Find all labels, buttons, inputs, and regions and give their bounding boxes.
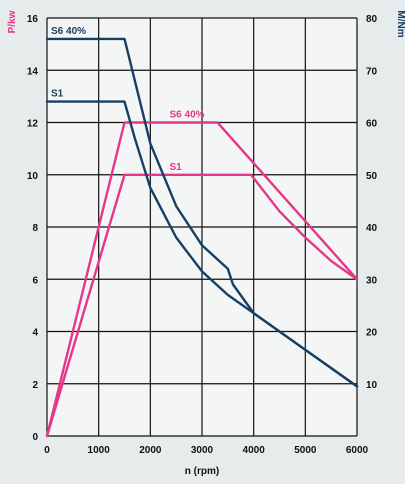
tick-labels: 0 1000 2000 3000 4000 5000 6000 0 2 4 6 8 10 12 14 16 10… bbox=[27, 14, 378, 456]
x-tick-label: 2000 bbox=[139, 445, 162, 456]
series-label-torque: S1 bbox=[51, 89, 64, 100]
x-tick-label: 0 bbox=[44, 445, 50, 456]
x-tick-label: 5000 bbox=[294, 445, 317, 456]
x-axis-label: n (rpm) bbox=[185, 466, 219, 477]
y-tick-label-right: 40 bbox=[366, 223, 378, 234]
y-tick-label-right: 20 bbox=[366, 328, 378, 339]
y-tick-label-right: 70 bbox=[366, 66, 378, 77]
series-line-power-s1 bbox=[45, 173, 359, 438]
y-tick-label-left: 6 bbox=[32, 275, 38, 286]
series-label-power: S1 bbox=[170, 162, 183, 173]
y-tick-label-right: 80 bbox=[366, 14, 378, 25]
y-tick-label-left: 8 bbox=[32, 223, 38, 234]
y-axis-right-label: M/Nm bbox=[395, 10, 405, 37]
x-tick-label: 6000 bbox=[346, 445, 369, 456]
series-line-torque-s1 bbox=[45, 100, 359, 388]
series-labels: S6 40% S1 S6 40% S1 bbox=[51, 26, 205, 173]
y-tick-label-left: 4 bbox=[32, 328, 38, 339]
y-tick-label-left: 10 bbox=[27, 171, 39, 182]
y-tick-label-right: 50 bbox=[366, 171, 378, 182]
series-label-power: S6 40% bbox=[170, 110, 205, 121]
x-tick-label: 3000 bbox=[191, 445, 214, 456]
y-axis-left-label: P/kw bbox=[7, 10, 18, 33]
x-tick-label: 1000 bbox=[88, 445, 111, 456]
series-label-torque: S6 40% bbox=[51, 26, 86, 37]
y-tick-label-right: 30 bbox=[366, 275, 378, 286]
y-tick-label-left: 12 bbox=[27, 119, 39, 130]
y-tick-label-left: 0 bbox=[32, 432, 38, 443]
y-tick-label-left: 14 bbox=[27, 66, 39, 77]
series-lines bbox=[45, 37, 359, 438]
y-tick-label-right: 10 bbox=[366, 380, 378, 391]
y-tick-label-left: 2 bbox=[32, 380, 38, 391]
x-tick-label: 4000 bbox=[243, 445, 266, 456]
y-tick-label-left: 16 bbox=[27, 14, 39, 25]
y-tick-label-right: 60 bbox=[366, 119, 378, 130]
series-line-power-s6 bbox=[45, 121, 359, 438]
